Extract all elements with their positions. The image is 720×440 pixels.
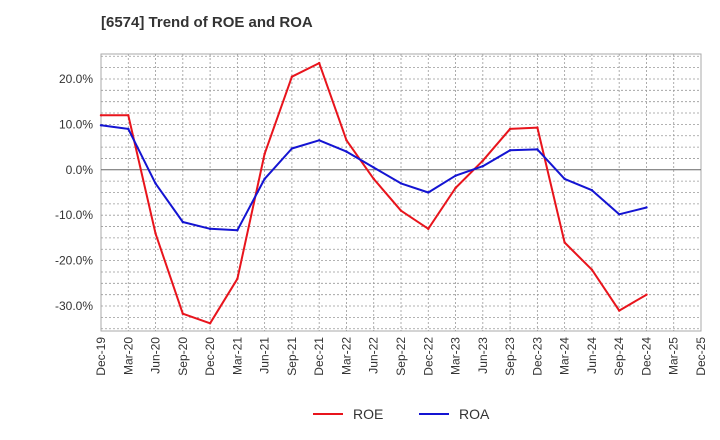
data-point-roa	[481, 164, 485, 168]
data-point-roe	[454, 186, 457, 190]
data-point-roe	[345, 139, 348, 142]
data-point-roa	[645, 206, 648, 209]
x-tick-label: Dec-20	[203, 337, 217, 376]
x-tick-label: Dec-21	[312, 337, 326, 376]
data-point-roe	[399, 209, 403, 212]
x-tick-label: Mar-22	[339, 337, 353, 375]
data-point-roe	[263, 152, 266, 156]
axis-layer: 20.0% 10.0% 0.0% -10.0% -20.0% -30.0% Dec-19 Ma…	[55, 72, 708, 376]
data-point-roa	[454, 174, 457, 177]
data-point-roa	[617, 213, 621, 216]
x-tick-label: Mar-25	[667, 337, 681, 375]
legend-label-roe: ROE	[353, 406, 383, 422]
data-point-roa	[345, 150, 348, 153]
grid-layer	[100, 53, 702, 332]
data-point-roa	[208, 227, 212, 231]
y-tick-label: 10.0%	[59, 117, 93, 131]
data-point-roe	[236, 277, 239, 280]
series-layer	[99, 61, 648, 325]
data-point-roe	[481, 159, 485, 162]
data-point-roe	[617, 309, 621, 312]
data-point-roa	[263, 177, 266, 181]
x-tick-label: Sep-24	[612, 337, 626, 376]
x-tick-label: Dec-25	[694, 337, 708, 376]
data-point-roe	[536, 126, 539, 129]
x-tick-label: Dec-23	[530, 337, 544, 376]
data-point-roa	[181, 220, 185, 224]
data-point-roe	[645, 293, 648, 296]
y-tick-label: -10.0%	[55, 208, 93, 222]
data-point-roa	[536, 148, 539, 151]
x-tick-label: Sep-21	[285, 337, 299, 376]
x-tick-label: Mar-24	[558, 337, 572, 375]
data-point-roe	[127, 114, 130, 117]
data-point-roa	[590, 189, 594, 192]
data-point-roe	[208, 322, 212, 325]
data-point-roe	[99, 114, 103, 117]
x-tick-label: Sep-23	[503, 337, 517, 376]
legend-layer: ROE ROA	[313, 406, 490, 422]
data-point-roa	[154, 182, 157, 185]
x-tick-label: Sep-20	[176, 337, 190, 376]
data-point-roe	[427, 227, 430, 231]
x-tick-label: Jun-22	[367, 337, 381, 374]
legend-label-roa: ROA	[459, 406, 490, 422]
data-point-roe	[590, 268, 594, 271]
data-point-roe	[563, 241, 566, 244]
data-point-roe	[508, 127, 512, 131]
data-point-roe	[372, 177, 375, 181]
data-point-roa	[99, 124, 103, 127]
data-point-roa	[317, 139, 321, 142]
data-point-roa	[399, 182, 403, 185]
y-tick-label: 0.0%	[66, 163, 94, 177]
data-point-roe	[290, 75, 294, 78]
y-tick-label: 20.0%	[59, 72, 93, 86]
x-tick-label: Mar-20	[121, 337, 135, 375]
y-tick-label: -20.0%	[55, 254, 93, 268]
x-tick-label: Mar-23	[449, 337, 463, 375]
x-tick-label: Jun-21	[258, 337, 272, 374]
data-point-roa	[427, 191, 430, 194]
data-point-roa	[236, 228, 239, 232]
y-tick-label: -30.0%	[55, 299, 93, 313]
x-tick-label: Jun-24	[585, 337, 599, 374]
data-point-roa	[127, 127, 130, 131]
x-tick-label: Dec-22	[421, 337, 435, 376]
data-point-roa	[290, 147, 294, 150]
x-tick-label: Dec-19	[94, 337, 108, 376]
data-point-roa	[563, 177, 566, 181]
x-tick-label: Jun-23	[476, 337, 490, 374]
data-point-roe	[154, 232, 157, 235]
x-tick-label: Jun-20	[149, 337, 163, 374]
chart-title: [6574] Trend of ROE and ROA	[101, 14, 313, 31]
data-point-roa	[508, 149, 512, 152]
x-tick-label: Dec-24	[639, 337, 653, 376]
data-point-roe	[317, 61, 321, 65]
x-tick-label: Mar-21	[230, 337, 244, 375]
data-point-roa	[372, 166, 375, 169]
x-tick-label: Sep-22	[394, 337, 408, 376]
data-point-roe	[181, 312, 185, 315]
